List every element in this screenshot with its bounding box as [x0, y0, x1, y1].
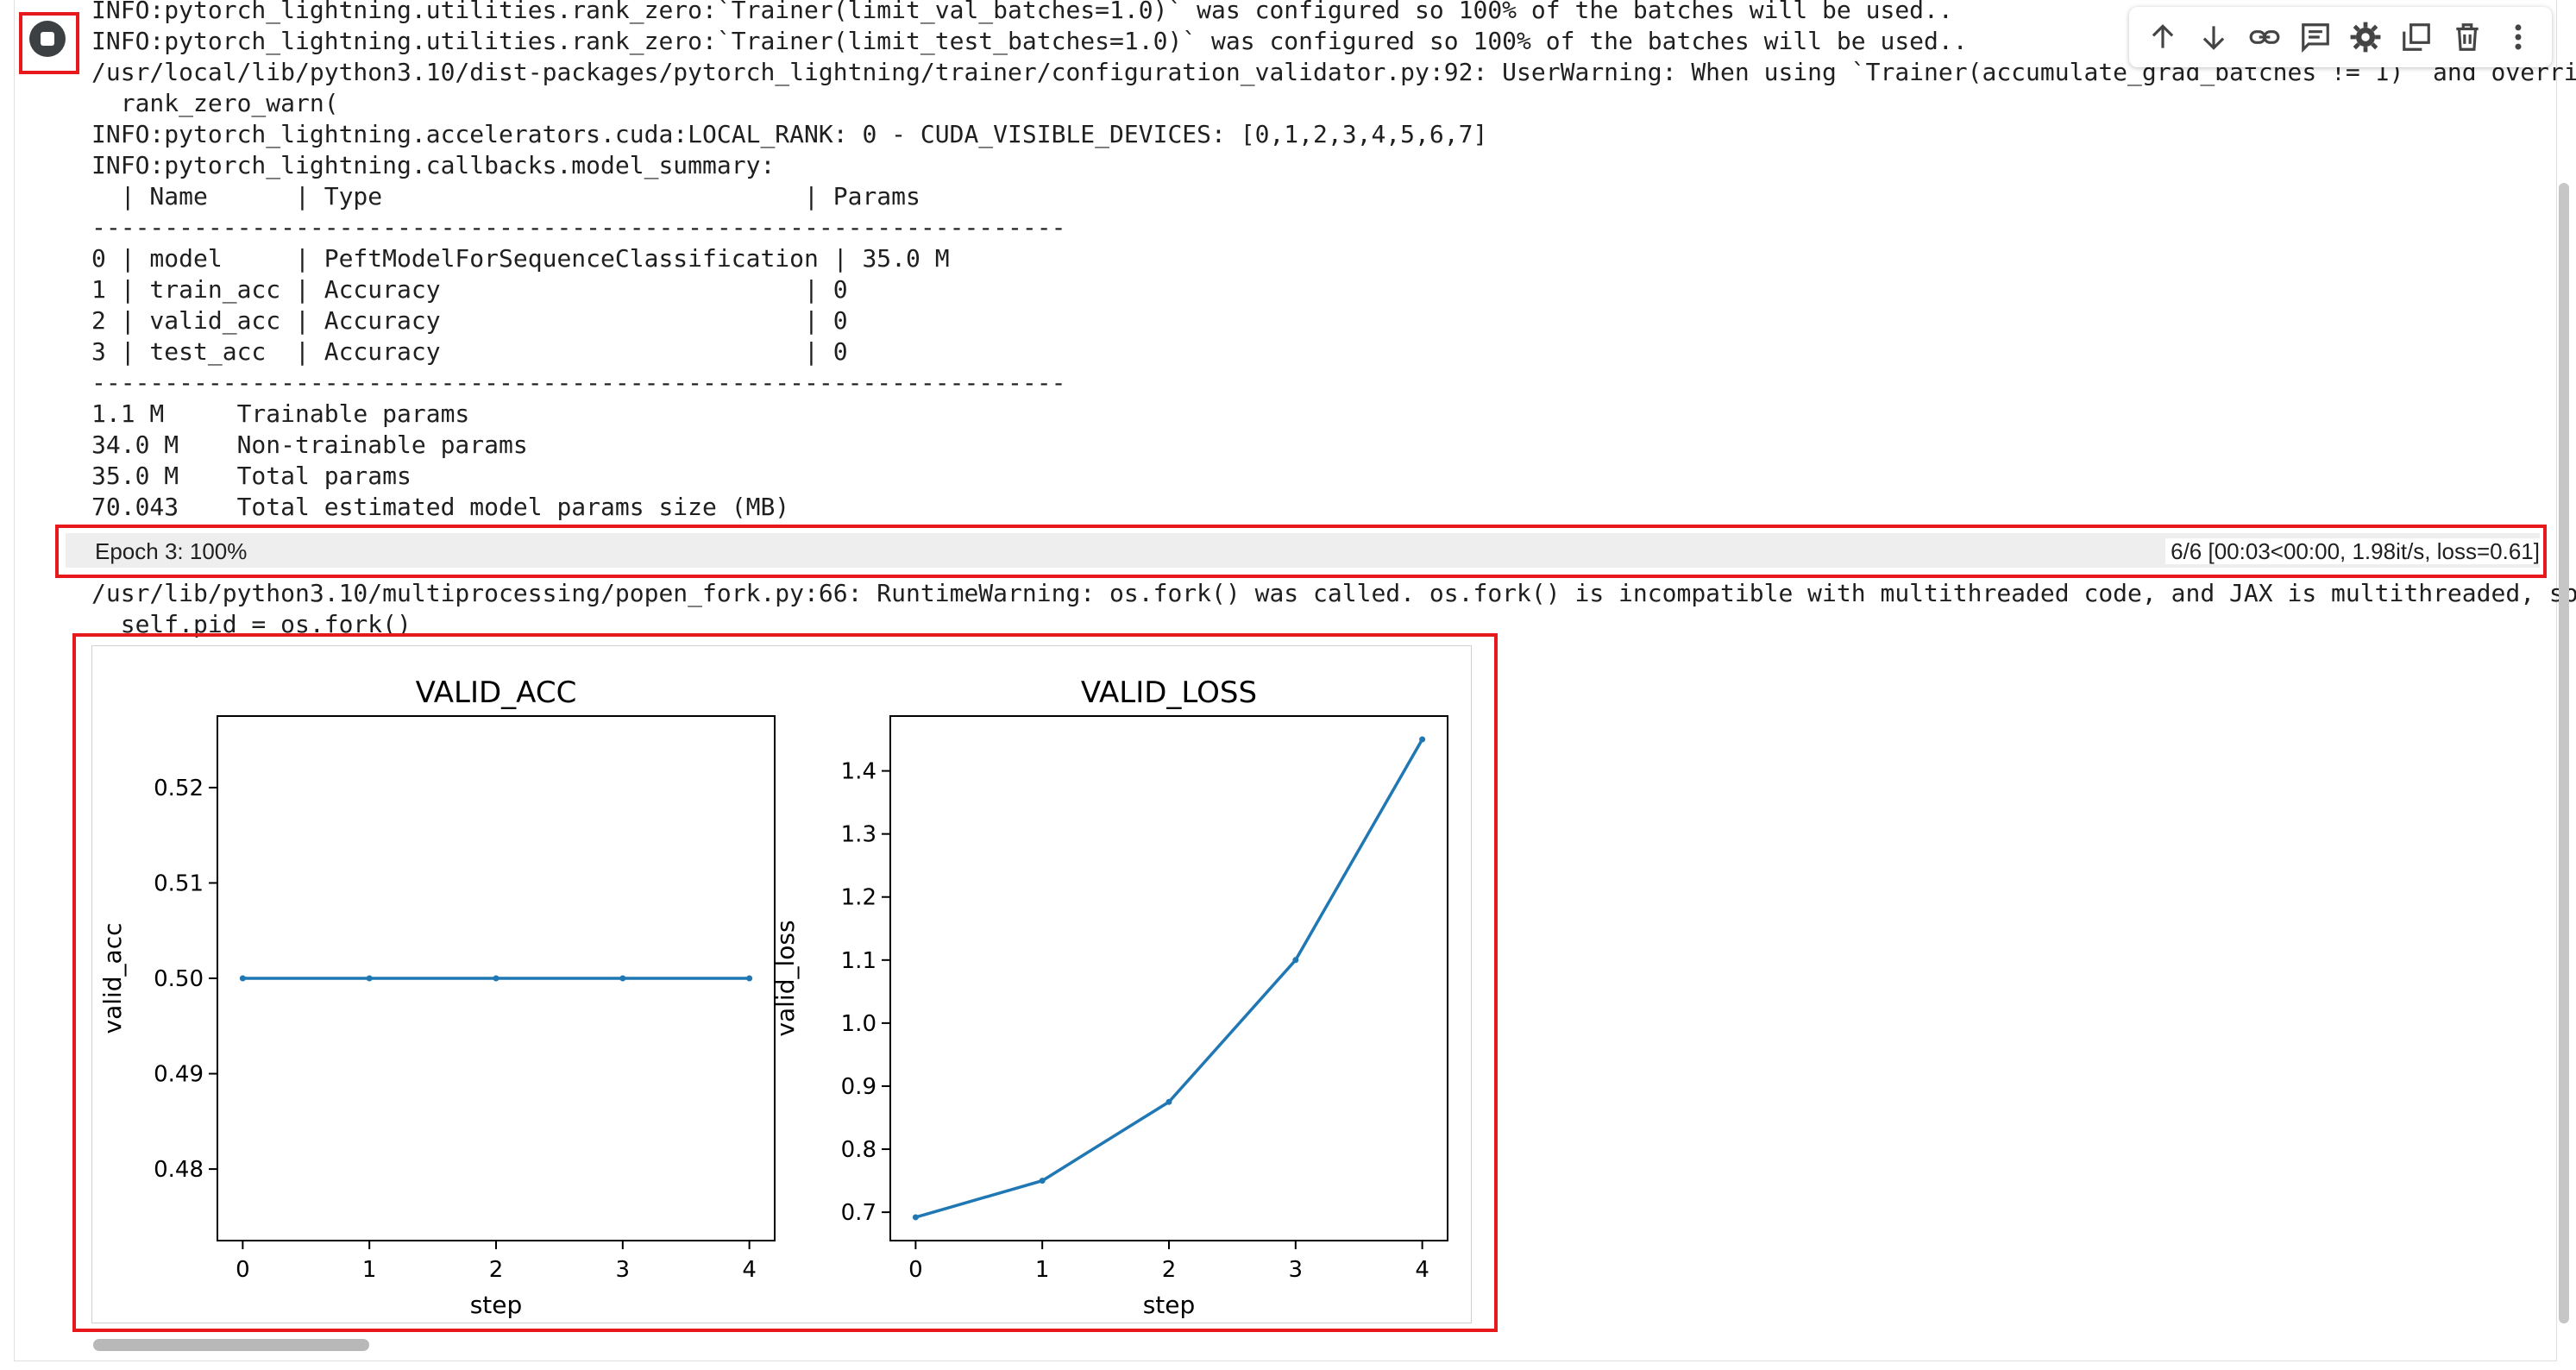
progress-bar	[66, 533, 2540, 568]
x-tick-label: 0	[236, 1257, 250, 1283]
y-axis-label: valid_loss	[771, 920, 800, 1036]
plot-highlight	[72, 633, 1498, 1332]
mirror-cell-icon	[2403, 23, 2430, 51]
x-tick-label: 4	[1415, 1257, 1429, 1283]
y-tick-label: 0.9	[841, 1074, 876, 1100]
log-line: 35.0 M Total params	[91, 462, 412, 490]
plot-figure	[91, 645, 1472, 1323]
log-line: 2 | valid_acc | Accuracy | 0	[91, 306, 848, 335]
data-point	[1292, 957, 1299, 964]
chart-title: VALID_ACC	[416, 676, 577, 710]
log-line: ----------------------------------------…	[91, 213, 1066, 242]
data-point	[493, 975, 499, 982]
arrow-down-icon	[2202, 26, 2225, 50]
data-point	[366, 975, 373, 982]
log-line: 3 | test_acc | Accuracy | 0	[91, 337, 848, 366]
horizontal-scrollbar[interactable]	[86, 1334, 2554, 1353]
y-tick-label: 1.4	[841, 759, 876, 785]
x-tick-label: 4	[742, 1257, 757, 1283]
cell-toolbar	[2129, 7, 2552, 67]
more-vert-icon	[2515, 24, 2522, 50]
y-tick-label: 1.1	[841, 948, 876, 974]
y-axis-label: valid_acc	[98, 922, 127, 1034]
data-point	[239, 975, 246, 982]
arrow-up-icon	[2152, 24, 2174, 48]
progress-bar-fill	[66, 533, 2540, 568]
more-actions-button[interactable]	[2498, 17, 2538, 57]
x-tick-label: 1	[362, 1257, 377, 1283]
add-comment-button[interactable]	[2296, 17, 2335, 57]
gear-icon	[2350, 22, 2381, 53]
log-line: /usr/lib/python3.10/multiprocessing/pope…	[91, 579, 2576, 607]
x-tick-label: 3	[1289, 1257, 1304, 1283]
y-tick-label: 0.7	[841, 1200, 876, 1226]
x-tick-label: 2	[1162, 1257, 1177, 1283]
run-button-highlight	[19, 12, 79, 74]
progress-label: Epoch 3: 100%	[95, 538, 248, 564]
data-point	[912, 1214, 919, 1221]
run-cell-button[interactable]	[29, 21, 66, 57]
log-line: | Name | Type | Params	[91, 182, 920, 211]
mirror-cell-button[interactable]	[2397, 17, 2436, 57]
log-line: 0 | model | PeftModelForSequenceClassifi…	[91, 244, 950, 273]
delete-cell-button[interactable]	[2447, 17, 2487, 57]
log-line: INFO:pytorch_lightning.callbacks.model_s…	[91, 151, 776, 179]
data-point	[619, 975, 626, 982]
chart-title: VALID_LOSS	[1081, 676, 1257, 710]
log-line: 70.043 Total estimated model params size…	[91, 493, 790, 521]
y-tick-label: 0.50	[154, 966, 204, 992]
y-tick-label: 0.51	[154, 870, 204, 896]
y-tick-label: 1.2	[841, 885, 876, 911]
log-line: INFO:pytorch_lightning.utilities.rank_ze…	[91, 27, 1968, 55]
log-line: rank_zero_warn(	[91, 89, 339, 117]
stop-icon	[41, 32, 54, 46]
horizontal-scrollbar-thumb[interactable]	[93, 1339, 369, 1351]
x-tick-label: 2	[489, 1257, 504, 1283]
vertical-scrollbar-thumb[interactable]	[2559, 183, 2569, 1323]
trash-icon	[2456, 23, 2479, 51]
x-axis-label: step	[470, 1291, 523, 1319]
log-line: INFO:pytorch_lightning.utilities.rank_ze…	[91, 0, 1953, 24]
progress-highlight	[55, 525, 2547, 578]
y-tick-label: 1.0	[841, 1011, 876, 1037]
copy-link-button[interactable]	[2245, 17, 2284, 57]
data-point	[746, 975, 753, 982]
x-tick-label: 1	[1035, 1257, 1050, 1283]
progress-stats: 6/6 [00:03<00:00, 1.98it/s, loss=0.61]	[2165, 538, 2545, 564]
data-point	[1165, 1098, 1172, 1105]
move-cell-up-button[interactable]	[2143, 17, 2183, 57]
cell-settings-button[interactable]	[2346, 17, 2385, 57]
y-tick-label: 0.48	[154, 1157, 204, 1183]
log-line: ----------------------------------------…	[91, 368, 1066, 397]
y-tick-label: 0.49	[154, 1062, 204, 1088]
comment-icon	[2301, 23, 2329, 53]
x-tick-label: 3	[616, 1257, 631, 1283]
x-tick-label: 0	[908, 1257, 923, 1283]
log-line: 1.1 M Trainable params	[91, 399, 470, 428]
log-line: 1 | train_acc | Accuracy | 0	[91, 275, 848, 304]
plot-canvas: VALID_ACC 0.48 0.49 0.50 0.51 0.52 0 1 2 3 4 step va…	[98, 676, 1448, 1319]
output-log-top: INFO:pytorch_lightning.utilities.rank_ze…	[91, 0, 2576, 523]
data-point	[1039, 1178, 1046, 1185]
data-point	[1419, 736, 1426, 743]
log-line: 34.0 M Non-trainable params	[91, 430, 528, 459]
link-icon	[2249, 30, 2280, 44]
x-axis-label: step	[1143, 1291, 1196, 1319]
log-line: /usr/local/lib/python3.10/dist-packages/…	[91, 58, 2576, 86]
move-cell-down-button[interactable]	[2194, 17, 2234, 57]
output-log-bottom: /usr/lib/python3.10/multiprocessing/pope…	[91, 578, 2576, 640]
log-line: INFO:pytorch_lightning.accelerators.cuda…	[91, 120, 1488, 148]
y-tick-label: 1.3	[841, 822, 876, 848]
y-tick-label: 0.52	[154, 776, 204, 801]
y-tick-label: 0.8	[841, 1137, 876, 1163]
